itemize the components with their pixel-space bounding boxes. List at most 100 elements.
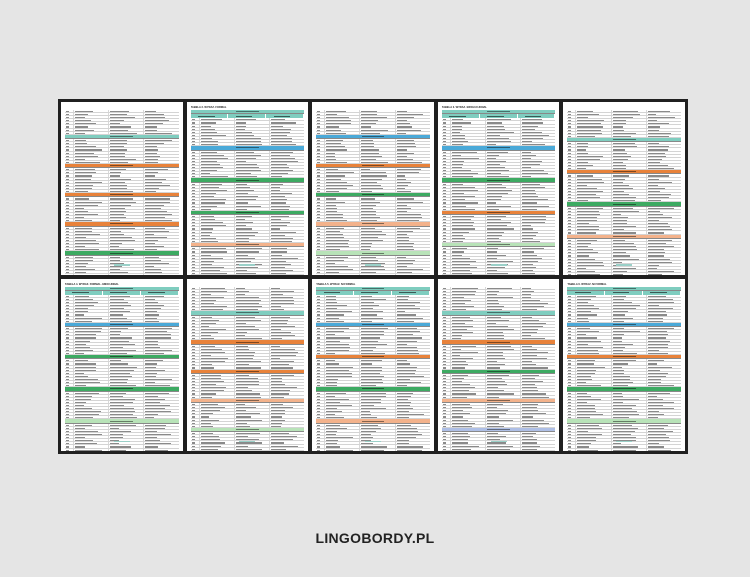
table-row xyxy=(567,131,681,135)
table-row xyxy=(190,227,305,231)
table-row xyxy=(190,432,305,436)
table-row xyxy=(567,245,681,249)
table-row xyxy=(441,124,556,128)
table-row xyxy=(316,242,430,246)
table-row xyxy=(190,415,305,419)
table-row xyxy=(441,380,556,384)
table-row xyxy=(567,142,681,146)
table-row xyxy=(316,189,430,194)
table-row xyxy=(316,410,430,414)
table-row xyxy=(65,448,179,451)
table-row xyxy=(316,183,430,187)
table-row xyxy=(190,435,305,439)
page-footer-mark xyxy=(61,253,183,271)
table-row xyxy=(316,381,430,385)
table-row xyxy=(316,255,430,259)
table-row xyxy=(441,357,556,361)
table-row xyxy=(190,337,305,341)
table-row xyxy=(567,163,681,167)
document-page-thumbnail: TABELA 6. WYRAZ. NI FORMAL xyxy=(563,278,685,451)
table-row xyxy=(567,304,681,308)
table-row xyxy=(65,232,179,236)
table-row xyxy=(316,229,430,233)
section-band xyxy=(567,419,681,424)
table-row xyxy=(65,110,179,114)
table-header-row xyxy=(316,290,430,295)
section-band xyxy=(567,170,681,175)
table-row xyxy=(65,319,179,323)
table-row xyxy=(316,148,430,152)
table-row xyxy=(316,407,430,411)
table-row xyxy=(441,447,556,451)
table-row xyxy=(65,345,179,349)
table-row xyxy=(190,253,305,257)
table-row xyxy=(65,348,179,352)
table-row xyxy=(65,206,179,210)
table-row xyxy=(190,198,305,202)
page-title: TABELA 5. WYRAZ. NI FORMAL xyxy=(316,282,356,286)
table-row xyxy=(190,409,305,413)
table-row xyxy=(316,232,430,236)
table-row xyxy=(190,389,305,393)
table-row xyxy=(316,374,430,378)
table-row xyxy=(190,347,305,351)
table-row xyxy=(441,354,556,358)
table-row xyxy=(316,336,430,340)
table-row xyxy=(567,157,681,161)
table-row xyxy=(65,209,179,213)
table-row xyxy=(441,315,556,319)
table-row xyxy=(441,403,556,407)
table-row xyxy=(65,128,179,132)
table-row xyxy=(65,365,179,369)
table-row xyxy=(65,359,179,363)
table-row xyxy=(567,183,681,187)
table-row xyxy=(316,391,430,395)
table-row xyxy=(567,416,681,420)
table-row xyxy=(316,319,430,323)
section-band xyxy=(441,178,556,183)
table-row xyxy=(441,347,556,351)
table-row xyxy=(190,328,305,332)
table-row xyxy=(441,207,556,211)
table-row xyxy=(567,448,681,451)
page-footer-mark xyxy=(61,429,183,447)
table-row xyxy=(190,236,305,240)
table-row xyxy=(65,304,179,308)
table-row xyxy=(65,442,179,446)
table-row xyxy=(316,238,430,243)
table-row xyxy=(190,118,305,122)
table-row xyxy=(65,235,179,239)
table-row xyxy=(190,204,305,208)
section-band xyxy=(65,419,179,424)
table-row xyxy=(190,156,305,160)
table-row xyxy=(441,218,556,222)
table-row xyxy=(190,441,305,445)
table-row xyxy=(190,412,305,416)
table-row xyxy=(567,189,681,194)
table-row xyxy=(441,337,556,341)
table-row xyxy=(65,377,179,382)
table-row xyxy=(190,233,305,237)
section-band xyxy=(316,419,430,424)
table-row xyxy=(65,351,179,355)
table-row xyxy=(567,148,681,152)
table-row xyxy=(190,298,305,302)
table-row xyxy=(316,368,430,372)
table-row xyxy=(65,313,179,317)
table-row xyxy=(190,166,305,170)
table-row xyxy=(65,113,179,117)
table-row xyxy=(190,292,305,296)
table-row xyxy=(567,154,681,158)
table-row xyxy=(567,319,681,323)
table-row xyxy=(316,330,430,334)
table-row xyxy=(190,189,305,193)
table-row xyxy=(316,442,430,446)
table-row xyxy=(441,360,556,364)
table-row xyxy=(567,368,681,372)
table-row xyxy=(316,400,430,404)
table-row xyxy=(441,230,556,234)
table-row xyxy=(316,145,430,149)
table-row xyxy=(190,447,305,451)
section-band xyxy=(65,251,179,256)
table-row xyxy=(190,124,305,128)
